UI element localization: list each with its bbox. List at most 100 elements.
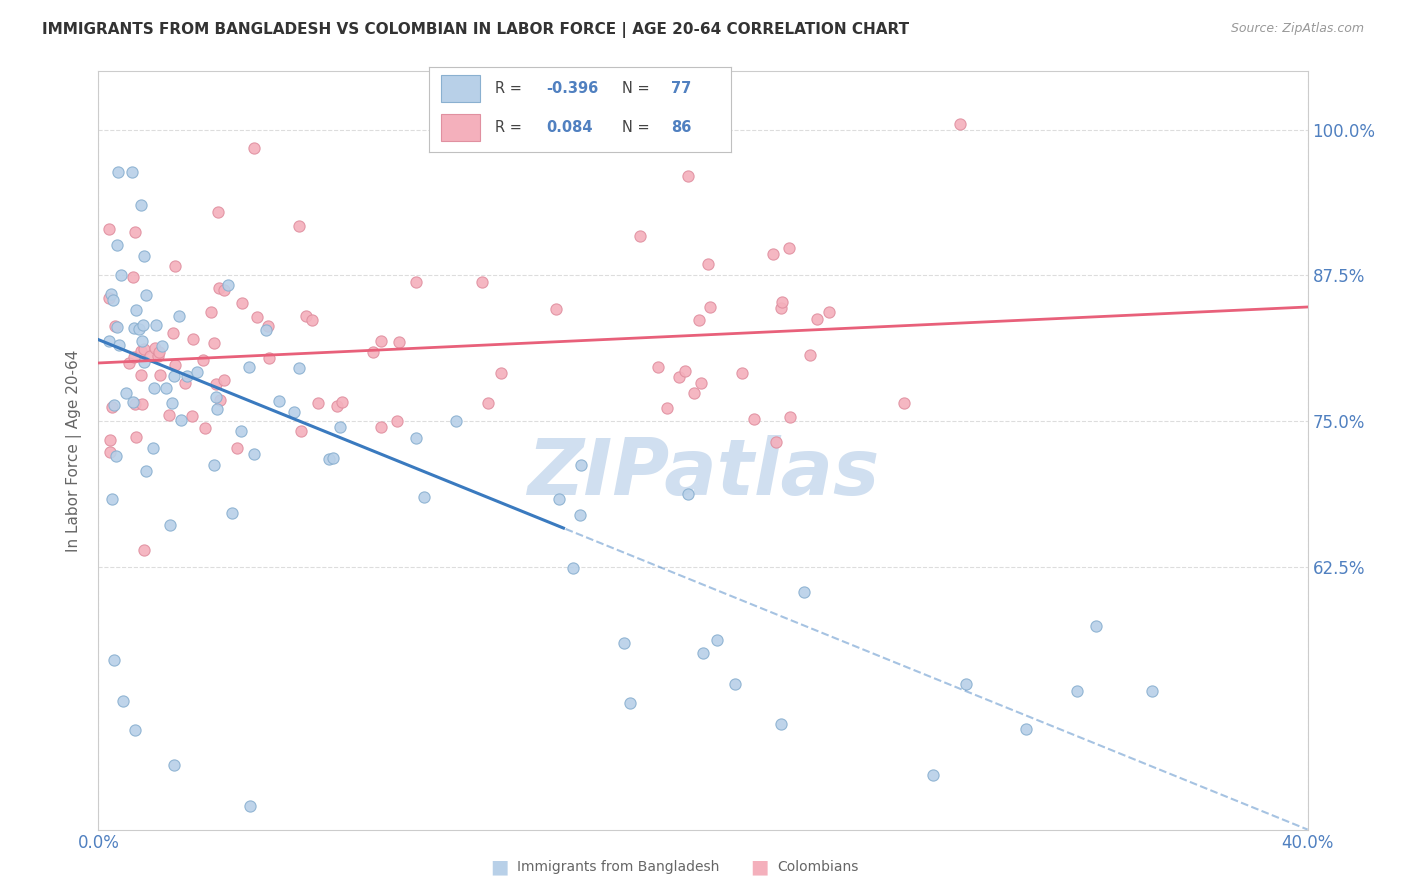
- Point: [330, 395, 353, 409]
- Point: [242, 141, 264, 155]
- Text: 77: 77: [671, 81, 690, 96]
- Bar: [441, 76, 481, 103]
- Point: [307, 395, 329, 409]
- Point: [143, 341, 166, 355]
- Point: [1066, 684, 1088, 698]
- Point: [295, 310, 318, 324]
- Point: [98, 433, 121, 447]
- Point: [765, 434, 787, 449]
- Point: [205, 390, 228, 404]
- Point: [202, 458, 225, 472]
- Point: [1014, 723, 1036, 737]
- Point: [181, 409, 204, 424]
- Point: [205, 377, 228, 392]
- Point: [238, 359, 260, 374]
- Text: ZIPatlas: ZIPatlas: [527, 435, 879, 511]
- Point: [146, 349, 169, 363]
- Point: [132, 542, 155, 557]
- Point: [124, 397, 146, 411]
- Point: [132, 342, 155, 356]
- Point: [229, 424, 252, 438]
- Point: [107, 165, 129, 179]
- Point: [283, 404, 305, 418]
- Point: [387, 414, 409, 428]
- Point: [217, 278, 239, 293]
- Point: [226, 441, 249, 455]
- Point: [131, 343, 153, 358]
- Point: [668, 370, 690, 384]
- Point: [103, 653, 125, 667]
- Point: [329, 420, 352, 434]
- Point: [135, 287, 157, 301]
- Point: [149, 368, 172, 383]
- Point: [243, 447, 266, 461]
- Point: [246, 310, 269, 325]
- Point: [318, 452, 340, 467]
- Text: 86: 86: [671, 120, 690, 136]
- Point: [762, 247, 785, 261]
- Point: [111, 694, 134, 708]
- Point: [132, 248, 155, 262]
- Point: [699, 300, 721, 314]
- Point: [208, 281, 231, 295]
- Point: [405, 431, 427, 445]
- Point: [370, 334, 392, 349]
- Point: [683, 385, 706, 400]
- Point: [176, 369, 198, 384]
- Point: [165, 259, 187, 273]
- Point: [489, 366, 512, 380]
- Point: [690, 376, 713, 390]
- Point: [115, 386, 138, 401]
- Point: [181, 332, 204, 346]
- Point: [122, 269, 145, 284]
- Point: [212, 373, 235, 387]
- Point: [477, 396, 499, 410]
- Text: N =: N =: [623, 120, 655, 136]
- Point: [388, 335, 411, 350]
- Point: [562, 560, 585, 574]
- Text: ■: ■: [489, 857, 509, 877]
- Text: ■: ■: [749, 857, 769, 877]
- Point: [148, 344, 170, 359]
- Point: [157, 408, 180, 422]
- Point: [673, 364, 696, 378]
- Point: [544, 301, 567, 316]
- Point: [706, 632, 728, 647]
- Point: [568, 508, 591, 523]
- Text: Source: ZipAtlas.com: Source: ZipAtlas.com: [1230, 22, 1364, 36]
- Point: [170, 413, 193, 427]
- Point: [118, 356, 141, 370]
- Point: [921, 768, 943, 782]
- Point: [676, 169, 699, 184]
- Point: [254, 323, 277, 337]
- Point: [444, 414, 467, 428]
- Point: [290, 424, 312, 438]
- Point: [163, 369, 186, 384]
- Text: -0.396: -0.396: [547, 81, 599, 96]
- Point: [1140, 684, 1163, 698]
- Point: [697, 257, 720, 271]
- Point: [100, 287, 122, 301]
- Point: [129, 368, 152, 383]
- Point: [209, 392, 232, 407]
- Point: [267, 394, 290, 409]
- Point: [155, 381, 177, 395]
- Point: [122, 320, 145, 334]
- Point: [124, 723, 146, 738]
- Point: [145, 318, 167, 332]
- Point: [405, 275, 427, 289]
- Point: [799, 349, 821, 363]
- Point: [742, 412, 765, 426]
- Point: [142, 381, 165, 395]
- Point: [471, 276, 494, 290]
- Point: [110, 268, 132, 283]
- Point: [231, 296, 253, 310]
- Point: [806, 312, 828, 326]
- Point: [128, 321, 150, 335]
- Point: [221, 506, 243, 520]
- Point: [207, 204, 229, 219]
- Point: [301, 313, 323, 327]
- Text: IMMIGRANTS FROM BANGLADESH VS COLOMBIAN IN LABOR FORCE | AGE 20-64 CORRELATION C: IMMIGRANTS FROM BANGLADESH VS COLOMBIAN …: [42, 22, 910, 38]
- Point: [547, 491, 569, 506]
- Point: [893, 396, 915, 410]
